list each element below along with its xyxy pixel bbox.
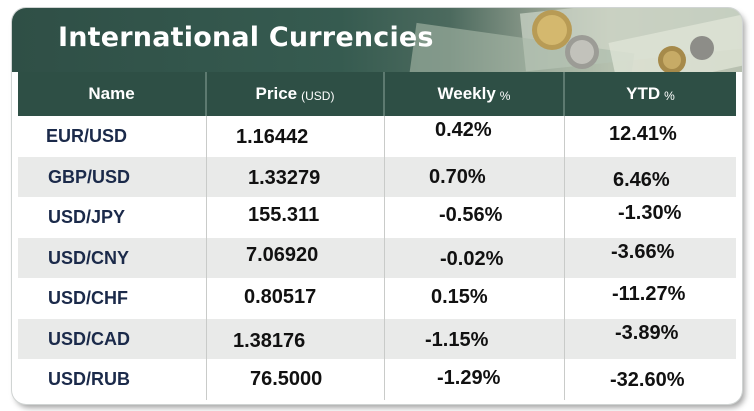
currency-name: USD/CNY	[48, 247, 130, 268]
price-cell: 155.311	[207, 197, 385, 238]
table-row: USD/CNY 7.06920 -0.02% -3.66%	[18, 237, 736, 279]
ytd-value: -1.30%	[618, 202, 682, 224]
currency-name-cell: USD/CAD	[18, 318, 207, 359]
price-value: 1.16442	[236, 126, 309, 148]
currency-name-cell: USD/CHF	[18, 278, 207, 319]
price-cell: 76.5000	[207, 359, 385, 400]
ytd-value: -11.27%	[612, 283, 686, 305]
weekly-value: 0.15%	[431, 286, 488, 308]
currency-name-cell: USD/RUB	[18, 359, 207, 400]
currency-name: USD/RUB	[48, 369, 131, 389]
weekly-cell: -0.02%	[385, 237, 565, 278]
price-cell: 1.38176	[207, 318, 385, 359]
column-header-weekly-label: Weekly	[437, 84, 496, 103]
table-row: USD/CHF 0.80517 0.15% -11.27%	[18, 278, 736, 319]
column-header-name: Name	[18, 72, 207, 116]
table-row: EUR/USD 1.16442 0.42% 12.41%	[18, 116, 736, 157]
weekly-cell: -0.56%	[385, 197, 565, 238]
currency-name-cell: GBP/USD	[18, 156, 207, 197]
column-header-weekly: Weekly %	[385, 72, 565, 116]
column-header-name-label: Name	[88, 84, 135, 103]
weekly-cell: 0.70%	[385, 156, 565, 197]
ytd-cell: 12.41%	[565, 116, 736, 157]
price-cell: 7.06920	[207, 237, 385, 278]
column-header-price-label: Price	[255, 84, 298, 103]
weekly-value: -0.56%	[439, 204, 503, 226]
table-row: USD/CAD 1.38176 -1.15% -3.89%	[18, 318, 736, 360]
title-banner: International Currencies	[12, 8, 742, 72]
column-header-ytd-label: YTD	[626, 84, 661, 103]
weekly-cell: 0.15%	[385, 278, 565, 319]
table-row: USD/RUB 76.5000 -1.29% -32.60%	[18, 359, 736, 400]
price-value: 1.38176	[233, 329, 306, 352]
currency-name: USD/JPY	[48, 207, 126, 227]
price-cell: 0.80517	[207, 278, 385, 319]
column-header-price-unit: (USD)	[301, 88, 335, 103]
weekly-cell: -1.15%	[385, 318, 565, 359]
ytd-cell: -32.60%	[565, 359, 736, 400]
currency-name-cell: USD/JPY	[18, 197, 207, 238]
ytd-value: 6.46%	[613, 168, 670, 191]
coins-banknotes-icon	[409, 8, 742, 72]
price-cell: 1.33279	[207, 156, 385, 197]
weekly-value: -1.29%	[437, 367, 501, 389]
weekly-value: -1.15%	[425, 328, 489, 351]
page-title: International Currencies	[58, 22, 434, 53]
price-value: 76.5000	[250, 368, 323, 390]
weekly-cell: 0.42%	[385, 116, 565, 157]
ytd-cell: -3.89%	[565, 319, 736, 360]
price-value: 1.33279	[248, 166, 321, 189]
column-header-weekly-unit: %	[499, 88, 511, 103]
currency-card: International Currencies Name Price (USD…	[12, 8, 742, 404]
ytd-cell: 6.46%	[565, 157, 736, 198]
table-header: Name Price (USD) Weekly % YTD %	[18, 72, 736, 116]
weekly-value: -0.02%	[440, 247, 504, 270]
column-header-ytd: YTD %	[565, 72, 736, 116]
weekly-value: 0.70%	[429, 165, 486, 188]
currency-name: USD/CHF	[48, 288, 128, 308]
currency-name: USD/CAD	[48, 328, 131, 349]
ytd-value: 12.41%	[609, 123, 677, 145]
column-header-ytd-unit: %	[664, 88, 675, 103]
ytd-cell: -1.30%	[565, 197, 736, 238]
currency-name-cell: USD/CNY	[18, 237, 207, 278]
currency-name: GBP/USD	[48, 166, 131, 187]
currency-name-cell: EUR/USD	[18, 116, 207, 157]
column-header-price: Price (USD)	[207, 72, 385, 116]
currency-name: EUR/USD	[46, 126, 128, 146]
ytd-value: -3.66%	[611, 240, 675, 263]
currency-table-body: EUR/USD 1.16442 0.42% 12.41% GBP/USD 1.3…	[18, 116, 736, 400]
price-cell: 1.16442	[207, 116, 385, 157]
ytd-value: -32.60%	[610, 369, 685, 391]
ytd-cell: -3.66%	[565, 238, 736, 279]
weekly-cell: -1.29%	[385, 359, 565, 400]
table-row: GBP/USD 1.33279 0.70% 6.46%	[18, 156, 736, 198]
ytd-cell: -11.27%	[565, 278, 736, 319]
price-value: 155.311	[248, 204, 320, 226]
weekly-value: 0.42%	[435, 119, 492, 141]
ytd-value: -3.89%	[615, 321, 679, 344]
table-row: USD/JPY 155.311 -0.56% -1.30%	[18, 197, 736, 238]
price-value: 7.06920	[246, 243, 319, 266]
price-value: 0.80517	[244, 286, 317, 308]
